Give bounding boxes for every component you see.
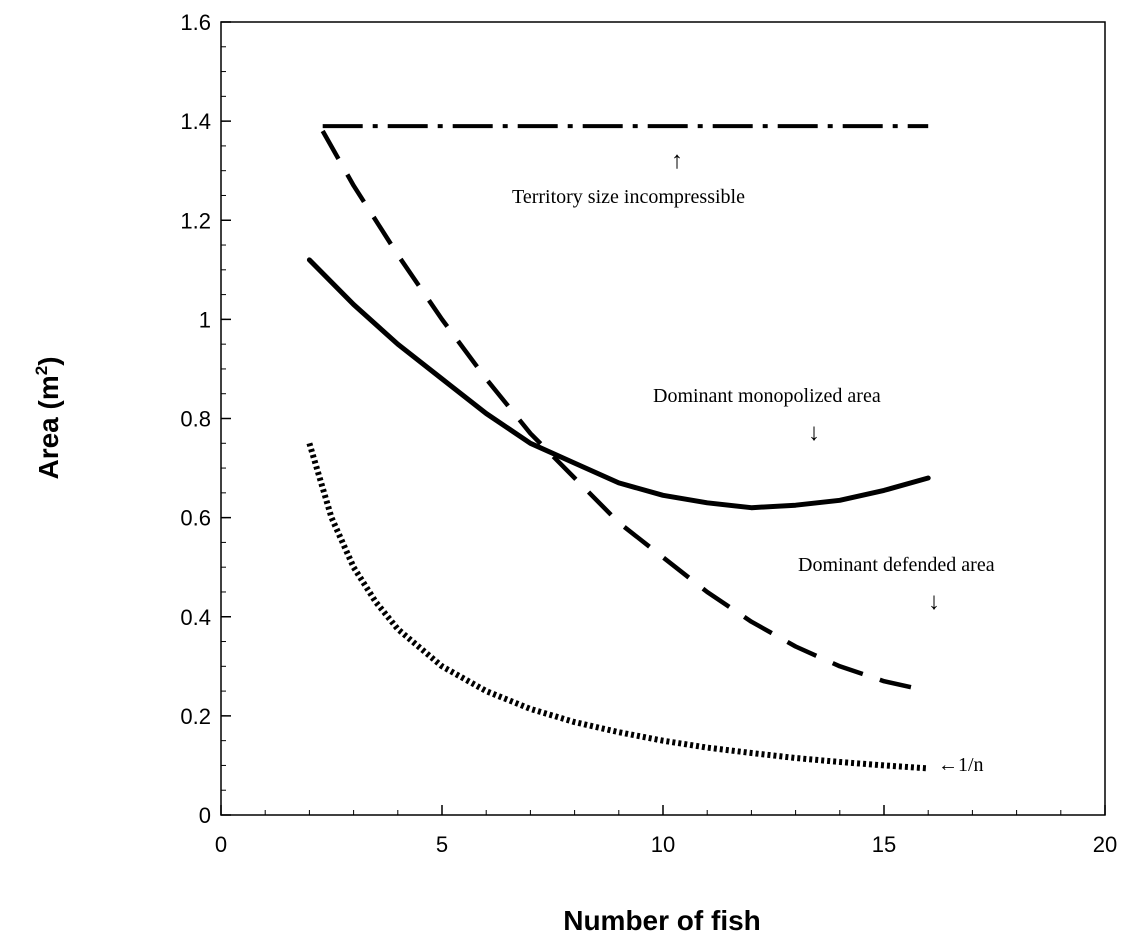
x-axis: 0 5 10 15 20 [215, 805, 1117, 857]
y-tick-label: 0.6 [180, 506, 211, 531]
annotation-monopolized: Dominant monopolized area [653, 385, 881, 407]
annotation-territory: Territory size incompressible [512, 186, 745, 208]
y-tick-label: 1.4 [180, 109, 211, 134]
x-tick-label: 5 [436, 832, 448, 857]
y-tick-label: 1.2 [180, 208, 211, 233]
y-axis: 0 0.2 0.4 0.6 0.8 1 1.2 1.4 1.6 [180, 10, 231, 828]
x-tick-label: 15 [872, 832, 896, 857]
series-layer [306, 124, 931, 772]
y-tick-label: 0 [199, 803, 211, 828]
x-axis-title: Number of fish [563, 905, 761, 936]
y-tick-label: 1.6 [180, 10, 211, 35]
annotation-arrow-territory: ↑ [671, 148, 683, 174]
minor-ticks [220, 21, 1106, 816]
annotation-defended: Dominant defended area [798, 554, 995, 576]
y-axis-title-sup: 2 [32, 366, 51, 375]
y-axis-title-close: ) [33, 356, 64, 365]
y-tick-label: 1 [199, 307, 211, 332]
series-line-dashed [320, 129, 929, 694]
x-tick-label: 10 [651, 832, 675, 857]
series-line-dotted [306, 442, 929, 772]
annotation-1-over-n: ←1/n [938, 754, 984, 776]
x-tick-label: 0 [215, 832, 227, 857]
y-tick-label: 0.4 [180, 605, 211, 630]
series-line-solid [306, 257, 931, 511]
y-tick-label: 0.8 [180, 407, 211, 432]
plot-frame [220, 21, 1106, 816]
x-tick-label: 20 [1093, 832, 1117, 857]
y-axis-title: Area (m2) [32, 356, 64, 479]
annotation-arrow-defended: ↓ [928, 589, 940, 615]
annotation-arrow-monopolized: ↓ [808, 420, 820, 446]
y-tick-label: 0.2 [180, 704, 211, 729]
y-axis-title-main: Area (m [33, 375, 64, 479]
